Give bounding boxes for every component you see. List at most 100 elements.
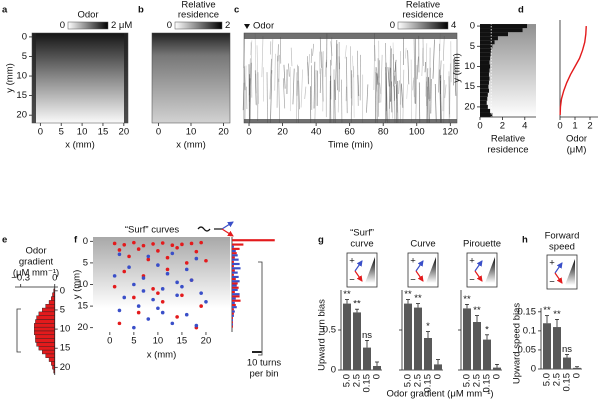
- colorbar: [174, 21, 223, 30]
- gradient-bar: [34, 326, 55, 332]
- image-texture: [379, 82, 382, 95]
- image-texture: [250, 40, 253, 56]
- bar: [563, 357, 571, 369]
- image-texture: [351, 73, 354, 106]
- image-texture: [389, 45, 391, 109]
- image-texture: [283, 64, 286, 89]
- image-texture: [297, 66, 300, 110]
- group-title: “Surf”: [350, 228, 374, 239]
- image-texture: [248, 78, 251, 96]
- x-tick-label: 40: [311, 127, 322, 138]
- image-texture: [319, 68, 322, 94]
- x-tick-label: 10: [153, 336, 164, 347]
- y-tick-label: 0: [60, 285, 65, 296]
- x-tick-label: −0.3: [11, 273, 30, 284]
- colorbar-title: Odor: [77, 10, 98, 21]
- legend-icon-label: +: [549, 258, 555, 269]
- colorbar-title: Relative: [406, 0, 440, 11]
- colorbar-tick-label: 2 μM: [111, 20, 132, 31]
- x-tick-label: 2: [500, 121, 505, 132]
- panel-label: a: [2, 5, 8, 16]
- residence-bar: [480, 40, 495, 45]
- colorbar-tick-label: 0: [60, 20, 65, 31]
- panel-label: b: [138, 5, 144, 16]
- residence-bar: [480, 68, 490, 73]
- panel-label: c: [234, 5, 239, 16]
- y-tick-label: 10: [16, 71, 27, 82]
- legend-icon-label: −: [349, 275, 355, 286]
- residence-bar: [480, 92, 488, 97]
- marginal-bar: [232, 278, 236, 281]
- y-axis-label: y (mm): [452, 53, 463, 83]
- x-tick-label: 0: [433, 374, 444, 379]
- image-texture: [278, 78, 281, 124]
- point: [175, 280, 179, 285]
- marginal-bar: [232, 260, 234, 263]
- point: [170, 321, 175, 326]
- significance: *: [426, 321, 430, 332]
- point: [160, 241, 165, 245]
- point: [184, 312, 189, 317]
- legend-icon: [415, 260, 424, 272]
- image-texture: [380, 54, 383, 103]
- bar: [373, 366, 381, 370]
- panel-label: h: [522, 235, 528, 246]
- bar: [424, 338, 432, 370]
- significance: ns: [362, 330, 372, 341]
- title: “Surf” curves: [125, 225, 180, 236]
- bar: [573, 367, 581, 369]
- y-axis-label: Upward turn bias: [317, 299, 328, 371]
- x-tick-label: 4: [522, 121, 527, 132]
- significance: ns: [562, 344, 572, 355]
- x-tick-label: 2.5: [352, 374, 363, 387]
- point: [180, 242, 184, 247]
- gradient-bar: [51, 361, 55, 366]
- residence-bar: [480, 80, 489, 85]
- x-axis-label: (μM): [567, 145, 587, 156]
- significance: **: [543, 305, 551, 316]
- y-tick-label: 10: [77, 279, 88, 290]
- image-texture: [346, 56, 348, 114]
- image-texture: [352, 55, 354, 78]
- image-texture: [307, 54, 311, 76]
- point: [160, 299, 165, 304]
- image-texture: [314, 69, 317, 124]
- image-texture: [428, 77, 430, 124]
- image-texture: [288, 63, 290, 77]
- x-tick-label: 5.0: [342, 374, 353, 387]
- y-tick-label: 15: [77, 301, 88, 312]
- image-texture: [307, 62, 309, 85]
- y-tick-label: 15: [16, 90, 27, 101]
- image-texture: [292, 68, 295, 105]
- image-texture: [124, 33, 128, 123]
- bar: [543, 323, 551, 369]
- x-tick-label: 0.15: [562, 373, 573, 392]
- x-tick-label: 2.5: [472, 374, 483, 387]
- point: [122, 295, 127, 300]
- legend-icon: [354, 260, 363, 272]
- point: [151, 297, 155, 302]
- x-tick-label: 0: [492, 374, 503, 379]
- image-texture: [296, 64, 298, 96]
- marginal-bar: [232, 286, 239, 289]
- marginal-bar: [232, 269, 235, 272]
- marginal-bar: [232, 297, 236, 300]
- point: [141, 243, 146, 248]
- x-axis-label: Relative: [491, 134, 525, 145]
- point: [194, 249, 199, 254]
- colorbar: [67, 21, 109, 30]
- image-texture: [412, 80, 415, 98]
- y-tick-label: 10: [464, 61, 475, 72]
- point: [127, 254, 131, 259]
- image-texture: [261, 36, 264, 78]
- x-tick-label: 2.5: [552, 373, 563, 386]
- bar: [414, 307, 422, 370]
- legend-icon: [426, 257, 436, 283]
- bracket: [16, 308, 21, 353]
- point: [180, 284, 184, 289]
- image-texture: [407, 50, 410, 85]
- image-texture: [401, 83, 404, 108]
- bar: [483, 339, 491, 370]
- image-texture: [244, 33, 457, 39]
- marginal-bar: [232, 293, 240, 296]
